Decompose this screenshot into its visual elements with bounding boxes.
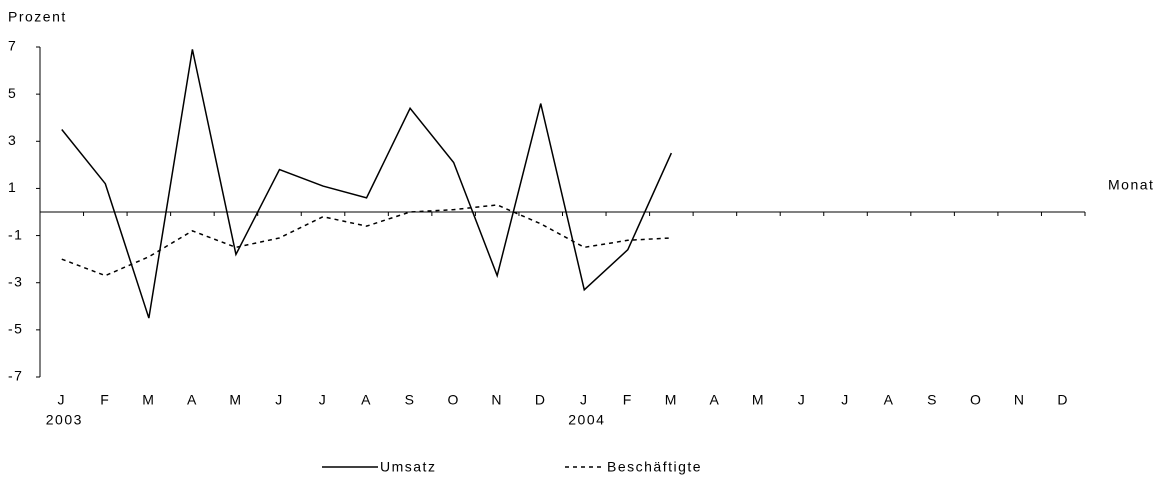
x-tick-label: J <box>58 392 67 408</box>
legend-label: Beschäftigte <box>607 459 702 475</box>
line-series <box>61 49 673 319</box>
x-tick-label: J <box>798 392 807 408</box>
x-tick-label: D <box>1057 392 1069 408</box>
y-tick-label: 1 <box>8 179 17 195</box>
x-tick-label: F <box>100 392 110 408</box>
x-tick-label: A <box>361 392 372 408</box>
x-tick-label: A <box>884 392 895 408</box>
x-tick-label: O <box>447 392 459 408</box>
x-tick-label: S <box>927 392 938 408</box>
x-tick-label: A <box>187 392 198 408</box>
x-tick-label: D <box>535 392 547 408</box>
y-tick-label: -5 <box>8 321 23 337</box>
x-tick-label: F <box>623 392 633 408</box>
x-tick-label: O <box>970 392 982 408</box>
x-tick-label: N <box>491 392 503 408</box>
line-series <box>61 204 672 277</box>
x-tick-label: M <box>752 392 765 408</box>
x-tick-label: S <box>405 392 416 408</box>
x-axis-label: Monat <box>1108 177 1154 193</box>
y-tick-label: 5 <box>8 85 17 101</box>
y-tick-label: 7 <box>8 38 17 54</box>
x-tick-label: M <box>229 392 242 408</box>
y-tick-label: -7 <box>8 368 23 384</box>
x-tick-label: M <box>142 392 155 408</box>
y-tick-label: -1 <box>8 226 23 242</box>
y-tick-label: -3 <box>8 273 23 289</box>
x-tick-label: M <box>665 392 678 408</box>
year-label: 2003 <box>46 412 83 428</box>
year-label: 2004 <box>568 412 605 428</box>
x-tick-label: A <box>709 392 720 408</box>
x-tick-label: N <box>1014 392 1026 408</box>
x-tick-label: J <box>275 392 284 408</box>
x-tick-label: J <box>319 392 328 408</box>
y-tick-label: 3 <box>8 132 17 148</box>
legend-label: Umsatz <box>380 459 436 475</box>
y-axis-label: Prozent <box>8 9 67 25</box>
x-tick-label: J <box>841 392 850 408</box>
x-tick-label: J <box>580 392 589 408</box>
